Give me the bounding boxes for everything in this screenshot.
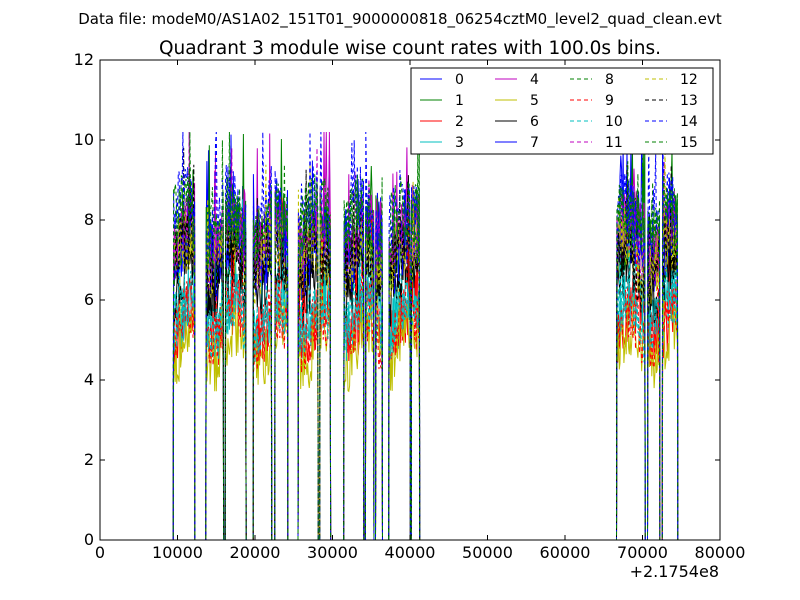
legend-label-0: 0 xyxy=(455,72,464,88)
legend-label-10: 10 xyxy=(605,114,623,130)
y-tick-label: 0 xyxy=(84,530,94,549)
legend-label-14: 14 xyxy=(680,114,698,130)
data-file-label: Data file: modeM0/AS1A02_151T01_90000008… xyxy=(78,10,722,29)
legend-label-15: 15 xyxy=(680,135,698,151)
y-tick-label: 6 xyxy=(84,290,94,309)
legend-label-12: 12 xyxy=(680,72,698,88)
series-line-15 xyxy=(169,131,679,541)
y-tick-label: 12 xyxy=(74,50,94,69)
x-tick-label: 20000 xyxy=(230,543,281,562)
x-tick-label: 10000 xyxy=(152,543,203,562)
x-tick-label: 80000 xyxy=(695,543,746,562)
x-tick-label: 40000 xyxy=(385,543,436,562)
legend-label-4: 4 xyxy=(530,72,539,88)
y-tick-label: 10 xyxy=(74,130,94,149)
legend-label-1: 1 xyxy=(455,93,464,109)
legend-label-6: 6 xyxy=(530,114,539,130)
legend-label-5: 5 xyxy=(530,93,539,109)
x-tick-label: 0 xyxy=(95,543,105,562)
x-tick-label: 70000 xyxy=(617,543,668,562)
y-tick-label: 8 xyxy=(84,210,94,229)
legend-box xyxy=(410,67,714,155)
y-tick-label: 4 xyxy=(84,370,94,389)
x-axis: 0 10000 20000 30000 40000 50000 60000 70000 8000… xyxy=(95,60,746,562)
legend-label-11: 11 xyxy=(605,135,623,151)
x-offset-label: +2.1754e8 xyxy=(630,562,719,581)
legend-label-8: 8 xyxy=(605,72,614,88)
legend-label-2: 2 xyxy=(455,114,464,130)
legend-label-9: 9 xyxy=(605,93,614,109)
y-tick-label: 2 xyxy=(84,450,94,469)
chart-title: Quadrant 3 module wise count rates with … xyxy=(159,38,661,59)
legend-label-13: 13 xyxy=(680,93,698,109)
legend-label-7: 7 xyxy=(530,135,539,151)
x-tick-label: 50000 xyxy=(462,543,513,562)
x-tick-label: 30000 xyxy=(307,543,358,562)
legend-label-3: 3 xyxy=(455,135,464,151)
x-tick-label: 60000 xyxy=(540,543,591,562)
